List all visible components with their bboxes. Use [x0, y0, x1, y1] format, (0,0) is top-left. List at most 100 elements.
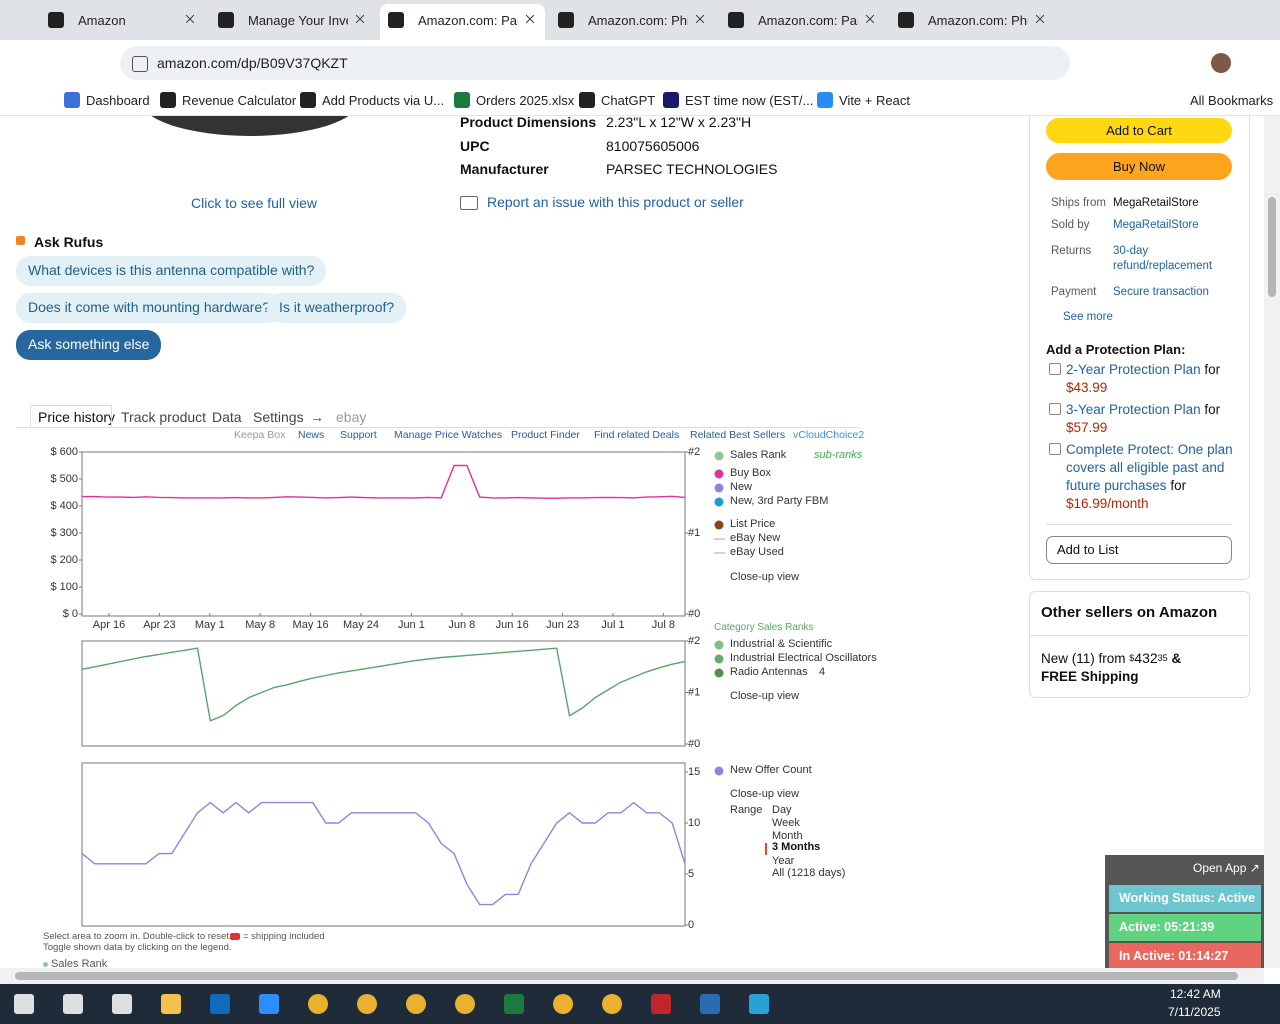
protection-plan[interactable]: 3-Year Protection Plan for $57.99: [1066, 401, 1236, 437]
bookmark-icon: [454, 92, 470, 108]
protection-plan[interactable]: Complete Protect: One plan covers all el…: [1066, 441, 1236, 513]
v-scrollbar[interactable]: [1264, 116, 1280, 968]
price-fraction: 35: [1157, 653, 1168, 663]
legend-label[interactable]: Radio Antennas: [730, 666, 808, 678]
legend-label[interactable]: New Offer Count: [730, 764, 812, 776]
legend-label[interactable]: All (1218 days): [772, 867, 846, 879]
clock-time[interactable]: 12:42 AM: [1170, 987, 1221, 1001]
bookmark[interactable]: Dashboard: [86, 93, 150, 108]
y-tick-label: #1: [688, 527, 700, 539]
keepa-tab[interactable]: Settings: [253, 409, 304, 425]
legend-label[interactable]: eBay Used: [730, 546, 784, 558]
address-bar[interactable]: [120, 46, 1070, 80]
keepa-link[interactable]: vCloudChoice2: [793, 429, 865, 441]
scroll-thumb[interactable]: [15, 972, 1238, 980]
open-app[interactable]: Open App ↗: [1193, 861, 1260, 875]
legend-label[interactable]: New, 3rd Party FBM: [730, 495, 829, 507]
rufus-question[interactable]: What devices is this antenna compatible …: [16, 256, 327, 286]
full-view-link[interactable]: Click to see full view: [191, 195, 318, 211]
plan-suffix: for: [1204, 402, 1221, 417]
all-bookmarks[interactable]: All Bookmarks: [1190, 93, 1274, 108]
keepa-tab[interactable]: ebay: [336, 409, 367, 425]
buy-now[interactable]: Buy Now: [1046, 153, 1232, 180]
protection-plan[interactable]: 2-Year Protection Plan for $43.99: [1066, 361, 1236, 397]
legend-label[interactable]: Buy Box: [730, 467, 771, 479]
legend-label[interactable]: Year: [772, 855, 795, 867]
divider: [0, 115, 1280, 116]
legend-label[interactable]: Sales Rank: [51, 958, 108, 968]
widget-inactive: In Active: 01:14:27: [1109, 943, 1261, 968]
add-to-cart[interactable]: Add to Cart: [1046, 118, 1232, 143]
keepa-link: Keepa Box: [234, 429, 286, 441]
plan-suffix: for: [1170, 478, 1187, 493]
keepa-link[interactable]: Product Finder: [511, 429, 580, 441]
legend-label[interactable]: Industrial & Scientific: [730, 638, 833, 650]
url[interactable]: amazon.com/dp/B09V37QKZT: [157, 55, 348, 71]
legend-label[interactable]: Close-up view: [730, 571, 800, 583]
bookmark[interactable]: Vite + React: [839, 93, 910, 108]
x-tick-label: Jul 1: [601, 619, 624, 631]
y-tick-label: 10: [688, 817, 700, 829]
price-whole: 432: [1134, 650, 1158, 666]
rufus-question[interactable]: Is it weatherproof?: [267, 293, 407, 323]
legend-label[interactable]: 4: [819, 666, 826, 678]
x-tick-label: Jun 8: [448, 619, 475, 631]
report-link[interactable]: Report an issue with this product or sel…: [487, 194, 744, 210]
legend-label[interactable]: sub-ranks: [814, 449, 863, 461]
range-marker: [765, 843, 767, 855]
keepa-tab[interactable]: Track product: [121, 409, 207, 425]
info-value[interactable]: Secure transaction: [1113, 286, 1209, 298]
browser-chrome: Amazon Manage Your Inve Amazon.com: Pars Am…: [0, 0, 1280, 116]
bookmark[interactable]: ChatGPT: [601, 93, 656, 108]
info-value[interactable]: 30-day refund/replacement: [1113, 245, 1213, 272]
info-value[interactable]: MegaRetailStore: [1113, 219, 1199, 231]
legend-label[interactable]: Month: [772, 830, 803, 842]
legend-label[interactable]: Sales Rank: [730, 449, 787, 461]
bookmark[interactable]: Revenue Calculator: [182, 93, 297, 108]
tab-favicon: [558, 12, 574, 28]
bookmark[interactable]: Add Products via U...: [322, 93, 445, 108]
taskbar-icon: [259, 994, 279, 1014]
x-tick-label: May 16: [293, 619, 329, 631]
rufus-question[interactable]: Does it come with mounting hardware?: [16, 293, 283, 323]
keepa-tab[interactable]: Price history: [38, 409, 116, 425]
legend-label[interactable]: Close-up view: [730, 788, 800, 800]
keepa-link[interactable]: News: [298, 429, 325, 441]
keepa-link[interactable]: Manage Price Watches: [394, 429, 503, 441]
legend-label[interactable]: New: [730, 481, 753, 493]
legend-label[interactable]: eBay New: [730, 532, 781, 544]
clock-date[interactable]: 7/11/2025: [1168, 1005, 1221, 1019]
y-tick-label: #1: [688, 686, 700, 698]
sellers-card: [1029, 591, 1250, 698]
keepa-link[interactable]: Support: [340, 429, 377, 441]
keepa-link[interactable]: Find related Deals: [594, 429, 680, 441]
scroll-thumb[interactable]: [1268, 197, 1276, 297]
legend-label[interactable]: List Price: [730, 518, 776, 530]
add-to-list[interactable]: Add to List: [1046, 536, 1232, 564]
see-more[interactable]: See more: [1063, 311, 1113, 323]
h-scrollbar[interactable]: [0, 968, 1264, 984]
legend-label[interactable]: Week: [772, 817, 800, 829]
tab-label[interactable]: Amazon.com: Phil: [588, 13, 688, 28]
bookmark[interactable]: Orders 2025.xlsx: [476, 93, 575, 108]
keepa-tab[interactable]: →: [310, 409, 324, 425]
y-tick-label: 0: [688, 919, 694, 931]
legend-label[interactable]: Close-up view: [730, 690, 800, 702]
rufus-ask[interactable]: Ask something else: [16, 330, 162, 360]
tab-label[interactable]: Manage Your Inve: [248, 13, 348, 28]
tab-label[interactable]: Amazon.com: Phil: [928, 13, 1028, 28]
tab-favicon: [388, 12, 404, 28]
tab-label[interactable]: Amazon.com: Pars: [758, 13, 858, 28]
keepa-link[interactable]: Related Best Sellers: [690, 429, 786, 441]
detail-value: PARSEC TECHNOLOGIES: [606, 161, 778, 177]
legend-label[interactable]: 3 Months: [772, 841, 821, 853]
tab-label[interactable]: Amazon: [78, 13, 126, 28]
tab-label[interactable]: Amazon.com: Pars: [418, 13, 518, 28]
seller-offer[interactable]: New (11) from $43235 & FREE Shipping: [1041, 649, 1211, 686]
keepa-tab[interactable]: Data: [212, 409, 242, 425]
legend-label[interactable]: Day: [772, 804, 792, 816]
legend-dot: [714, 483, 724, 493]
bookmark[interactable]: EST time now (EST/...: [685, 93, 814, 108]
y-tick-label: $ 300: [50, 527, 78, 539]
legend-label[interactable]: Industrial Electrical Oscillators: [730, 652, 877, 664]
